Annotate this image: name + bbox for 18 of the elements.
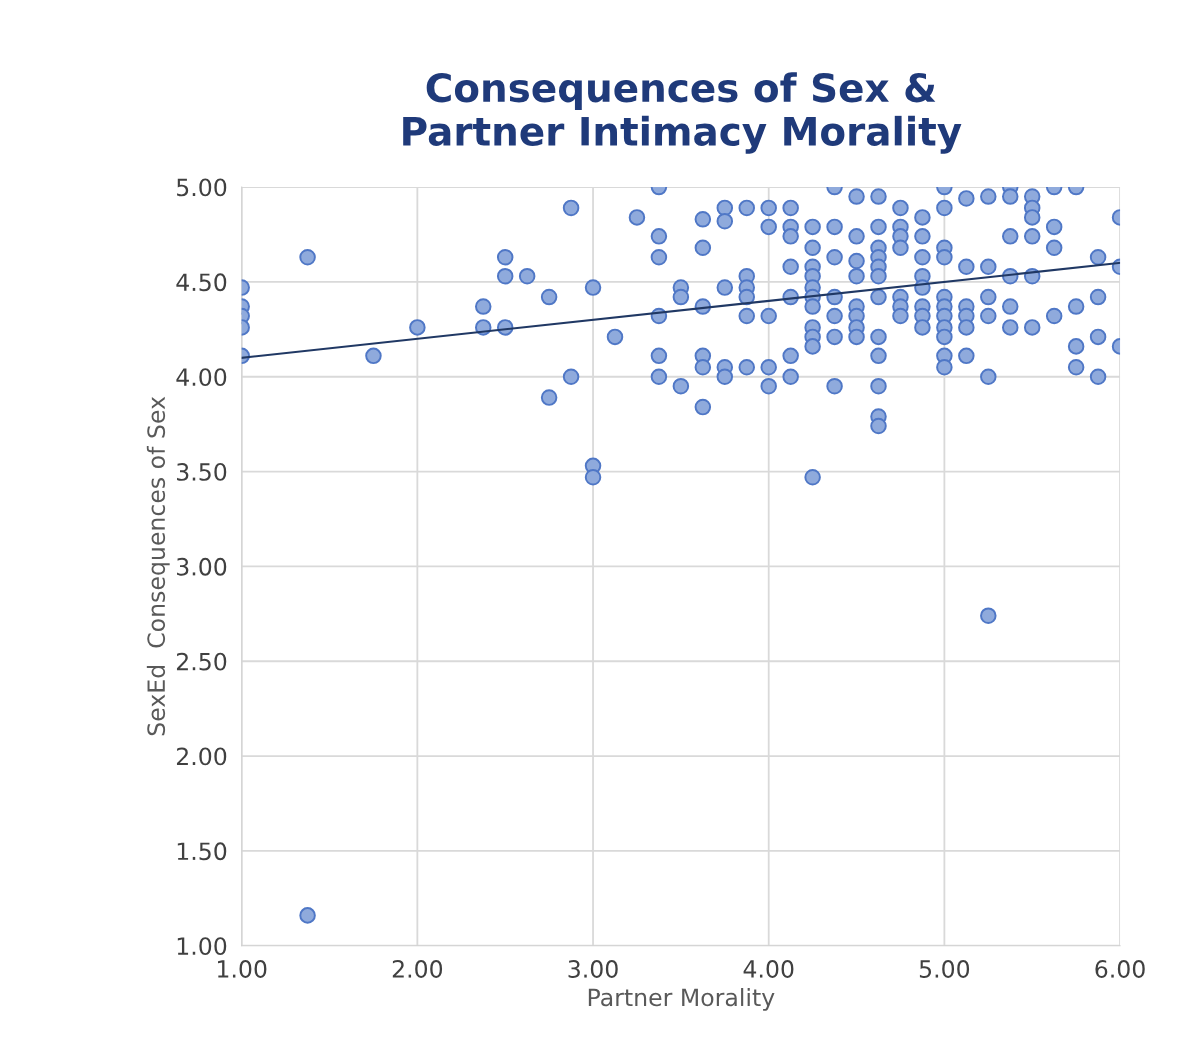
y-axis-title: SexEd Consequences of Sex bbox=[146, 396, 170, 736]
x-tick-label: 4.00 bbox=[743, 960, 794, 978]
x-tick-label: 6.00 bbox=[1095, 960, 1145, 978]
x-tick-label: 2.00 bbox=[392, 960, 443, 978]
x-tick-label: 5.00 bbox=[919, 960, 970, 978]
y-tick-label: 4.50 bbox=[176, 273, 227, 292]
chart-title: Consequences of Sex & Partner Intimacy Morality bbox=[403, 72, 962, 154]
x-axis-title: Partner Morality bbox=[588, 988, 775, 1011]
y-tick-label: 4.00 bbox=[176, 368, 227, 387]
y-tick-label: 1.50 bbox=[177, 842, 227, 861]
y-tick-label: 2.50 bbox=[176, 652, 227, 671]
y-tick-label: 3.50 bbox=[177, 463, 227, 481]
y-tick-label: 1.00 bbox=[177, 937, 227, 956]
y-tick-label: 3.00 bbox=[177, 557, 227, 576]
x-tick-label: 3.00 bbox=[568, 960, 618, 978]
y-tick-label: 5.00 bbox=[177, 178, 227, 197]
x-tick-label: 1.00 bbox=[218, 960, 267, 978]
y-tick-label: 2.00 bbox=[176, 747, 227, 766]
